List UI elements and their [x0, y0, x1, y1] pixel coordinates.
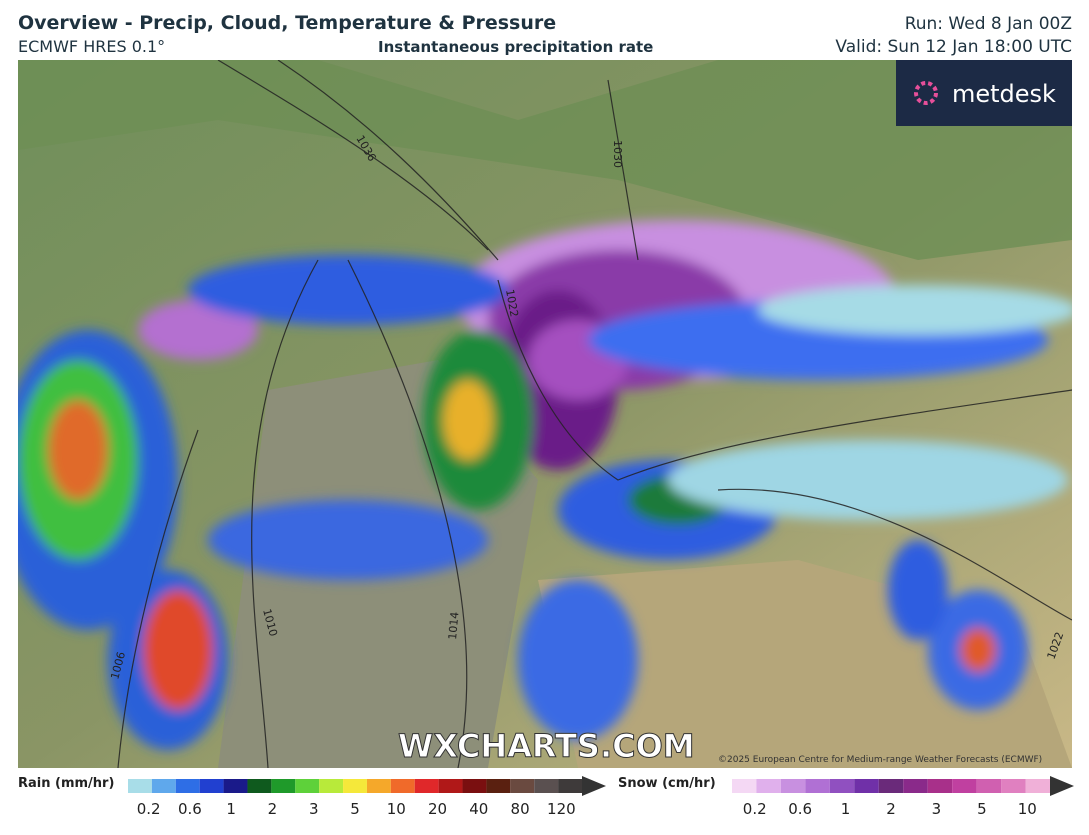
snow-swatch [927, 779, 953, 793]
rain-swatch [343, 779, 367, 793]
rain-swatch [510, 779, 535, 793]
rain-swatch [486, 779, 511, 793]
snow-swatch [952, 779, 977, 793]
rain-swatch [414, 779, 439, 793]
snow-swatch [805, 779, 830, 793]
snow-label: 0.2 [743, 800, 767, 818]
snow-swatch [854, 779, 879, 793]
rain-label: 80 [511, 800, 530, 818]
snow-label: 10 [1018, 800, 1037, 818]
subtitle: Instantaneous precipitation rate [378, 38, 654, 56]
rain-swatch [558, 779, 582, 793]
watermark: WXCHARTS.COM [398, 727, 695, 765]
snow-swatch [903, 779, 928, 793]
rain-label: 10 [387, 800, 406, 818]
run: Run: Wed 8 Jan 00Z [904, 14, 1072, 34]
rain-swatch [175, 779, 200, 793]
rain-swatch [128, 779, 152, 793]
rain-arrow [582, 776, 606, 796]
rain-swatch [462, 779, 487, 793]
rain-swatch [534, 779, 559, 793]
rain-swatch [151, 779, 176, 793]
model: ECMWF HRES 0.1° [18, 37, 166, 56]
rain-swatch [271, 779, 296, 793]
rain-swatch [295, 779, 320, 793]
valid: Valid: Sun 12 Jan 18:00 UTC [835, 37, 1072, 57]
isobar-label: 1022 [503, 288, 521, 318]
rain-label: 0.2 [137, 800, 161, 818]
rain-title: Rain (mm/hr) [18, 776, 114, 791]
snow-swatch [829, 779, 855, 793]
legend: Rain (mm/hr) Snow (cm/hr) 0.2 0.6 1 2 3 5 10 20… [18, 776, 1074, 818]
rain-label: 20 [428, 800, 447, 818]
snow-title: Snow (cm/hr) [618, 776, 716, 791]
snow-label: 1 [841, 800, 851, 818]
rain-label: 3 [309, 800, 319, 818]
snow-swatch [878, 779, 904, 793]
logo: metdesk [952, 80, 1056, 108]
snow-swatch [1025, 779, 1050, 793]
snow-swatch [756, 779, 781, 793]
snow-swatch [976, 779, 1002, 793]
snow-label: 0.6 [788, 800, 812, 818]
snow-arrow [1050, 776, 1074, 796]
isobar-label: 1030 [611, 140, 624, 168]
rain-swatch [438, 779, 463, 793]
rain-label: 2 [268, 800, 278, 818]
map: 1036 1030 1022 1010 1014 1006 1022 metde… [18, 60, 1072, 768]
rain-label: 5 [350, 800, 360, 818]
copyright: ©2025 European Centre for Medium-range W… [718, 755, 1042, 765]
rain-swatch [199, 779, 224, 793]
snow-label: 5 [977, 800, 987, 818]
rain-label: 1 [226, 800, 236, 818]
snow-label: 2 [886, 800, 896, 818]
rain-label: 120 [547, 800, 576, 818]
rain-swatch [366, 779, 391, 793]
snow-swatch [780, 779, 806, 793]
snow-swatch [732, 779, 757, 793]
rain-swatch [319, 779, 344, 793]
rain-swatch [223, 779, 248, 793]
rain-swatch [247, 779, 272, 793]
title: Overview - Precip, Cloud, Temperature & … [18, 12, 557, 34]
rain-label: 40 [469, 800, 488, 818]
logo-box [896, 60, 1072, 126]
rain-swatch [390, 779, 415, 793]
snow-swatch [1001, 779, 1026, 793]
snow-label: 3 [932, 800, 942, 818]
isobar-label: 1014 [446, 611, 461, 640]
rain-label: 0.6 [178, 800, 202, 818]
